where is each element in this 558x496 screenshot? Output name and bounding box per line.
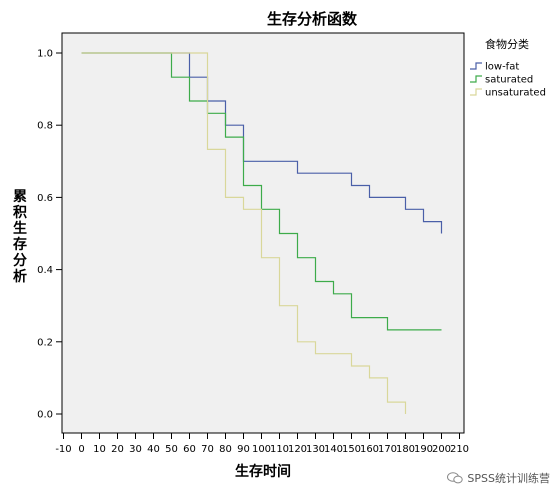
- legend-title: 食物分类: [485, 37, 529, 51]
- legend-item-saturated: saturated: [485, 75, 533, 86]
- series-lines: [81, 52, 443, 414]
- y-tick-label: 0.0: [37, 410, 53, 421]
- x-axis: -10 0 10 20 30 40 50 60 70 80 90 100110120130140150…: [55, 433, 469, 455]
- chart-title: 生存分析函数: [267, 10, 358, 28]
- legend-swatch: [470, 62, 482, 70]
- y-tick-label: 0.8: [37, 121, 53, 132]
- watermark: SPSS统计训练营: [447, 470, 550, 486]
- plot-area: [61, 32, 465, 434]
- series-line-saturated: [81, 52, 442, 331]
- x-tick-label: 90: [237, 444, 250, 455]
- x-tick-label: 210: [450, 444, 469, 455]
- x-tick-label: -10: [55, 444, 71, 455]
- legend-swatch: [470, 88, 482, 96]
- x-axis-label: 生存时间: [235, 463, 291, 480]
- x-tick-label: 140: [324, 444, 343, 455]
- x-tick-label: 150: [342, 444, 361, 455]
- y-tick-label: 1.0: [37, 49, 53, 60]
- legend: 食物分类 low-fat saturated unsaturated: [470, 37, 546, 99]
- x-tick-label: 80: [219, 444, 232, 455]
- x-tick-label: 120: [288, 444, 307, 455]
- y-tick-label: 0.4: [37, 265, 53, 276]
- wechat-icon: [447, 472, 464, 484]
- x-tick-label: 20: [111, 444, 124, 455]
- y-axis-label-char: 生: [13, 220, 27, 237]
- x-tick-label: 40: [147, 444, 160, 455]
- y-tick-label: 0.6: [37, 193, 53, 204]
- y-tick-label: 0.2: [37, 337, 53, 348]
- x-tick-label: 170: [378, 444, 397, 455]
- x-tick-label: 50: [165, 444, 178, 455]
- watermark-text: SPSS统计训练营: [467, 472, 550, 485]
- x-tick-label: 60: [183, 444, 196, 455]
- x-tick-label: 70: [201, 444, 214, 455]
- series-line-unsaturated: [81, 52, 407, 414]
- y-axis: 0.0 0.2 0.4 0.6 0.8 1.0: [37, 49, 62, 421]
- x-tick-label: 130: [306, 444, 325, 455]
- legend-item-low-fat: low-fat: [485, 62, 519, 73]
- x-tick-label: 10: [93, 444, 106, 455]
- y-axis-label-char: 分: [13, 253, 27, 269]
- y-axis-label-char: 积: [13, 204, 27, 221]
- x-tick-label: 30: [129, 444, 142, 455]
- x-tick-label: 110: [270, 444, 289, 455]
- x-tick-label: 100: [252, 444, 271, 455]
- x-tick-label: 180: [396, 444, 415, 455]
- y-axis-label-char: 存: [13, 236, 27, 253]
- x-tick-label: 200: [432, 444, 451, 455]
- x-tick-label: 190: [414, 444, 433, 455]
- legend-item-unsaturated: unsaturated: [485, 88, 546, 99]
- legend-swatch: [470, 75, 482, 83]
- x-tick-label: 160: [360, 444, 379, 455]
- y-axis-label-char: 析: [13, 268, 27, 285]
- x-tick-label: 0: [78, 444, 84, 455]
- y-axis-label-char: 累: [13, 189, 27, 205]
